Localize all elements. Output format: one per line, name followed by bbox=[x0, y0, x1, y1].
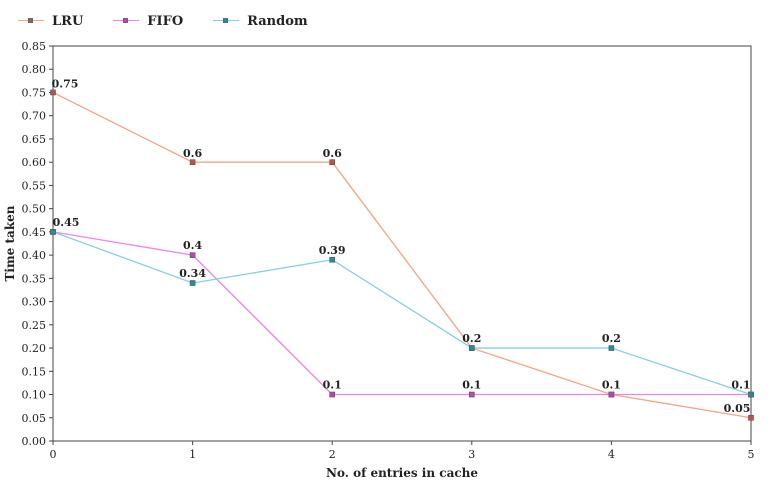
data-point-random bbox=[748, 391, 754, 398]
legend-item-fifo: FIFO bbox=[113, 14, 183, 29]
data-label-lru: 0.05 bbox=[724, 402, 751, 415]
data-label-fifo: 0.1 bbox=[602, 379, 621, 392]
x-tick-label: 3 bbox=[468, 448, 475, 461]
y-tick-label: 0.10 bbox=[22, 389, 47, 402]
data-point-lru bbox=[189, 159, 196, 165]
data-label-fifo: 0.1 bbox=[323, 379, 342, 392]
data-point-lru bbox=[748, 414, 754, 421]
data-point-fifo bbox=[189, 252, 196, 258]
plot-frame bbox=[52, 45, 752, 442]
x-axis-title: No. of entries in cache bbox=[326, 466, 478, 480]
data-point-random bbox=[189, 280, 196, 286]
legend-swatch bbox=[213, 16, 240, 26]
y-tick-label: 0.00 bbox=[22, 435, 47, 448]
series-line-lru bbox=[52, 91, 752, 419]
y-tick-label: 0.25 bbox=[22, 319, 47, 332]
x-tick-label: 1 bbox=[189, 448, 196, 461]
data-label-fifo: 0.1 bbox=[731, 379, 750, 392]
data-label-random: 0.45 bbox=[53, 216, 80, 229]
data-label-random: 0.34 bbox=[179, 267, 206, 280]
legend: LRU FIFO Random bbox=[18, 11, 338, 31]
data-label-lru: 0.6 bbox=[183, 147, 202, 160]
data-point-random bbox=[468, 345, 475, 351]
y-tick-label: 0.50 bbox=[22, 203, 47, 216]
y-tick-label: 0.75 bbox=[22, 86, 47, 99]
legend-label: FIFO bbox=[147, 13, 184, 29]
x-tick-label: 0 bbox=[50, 448, 57, 461]
data-point-fifo bbox=[608, 391, 615, 398]
y-tick-label: 0.55 bbox=[22, 179, 47, 192]
y-tick-label: 0.65 bbox=[22, 133, 47, 146]
x-tick-label: 5 bbox=[748, 448, 755, 461]
data-point-fifo bbox=[329, 391, 336, 398]
data-point-random bbox=[50, 229, 56, 235]
y-tick-label: 0.40 bbox=[22, 249, 47, 262]
y-tick-label: 0.80 bbox=[22, 63, 47, 76]
y-tick-label: 0.45 bbox=[22, 226, 47, 239]
data-point-fifo bbox=[468, 391, 475, 398]
y-tick-label: 0.60 bbox=[22, 156, 47, 169]
data-label-lru: 0.6 bbox=[323, 147, 342, 160]
x-tick-label: 4 bbox=[608, 448, 615, 461]
data-point-random bbox=[608, 345, 615, 351]
legend-item-random: Random bbox=[213, 14, 308, 29]
legend-swatch bbox=[113, 16, 140, 26]
data-point-lru bbox=[50, 89, 56, 96]
series-line-fifo bbox=[52, 231, 751, 396]
legend-item-lru: LRU bbox=[18, 14, 83, 29]
x-tick-label: 2 bbox=[329, 448, 336, 461]
y-axis-title: Time taken bbox=[3, 205, 17, 281]
y-tick-label: 0.85 bbox=[22, 40, 47, 53]
data-label-fifo: 0.1 bbox=[462, 379, 481, 392]
legend-label: Random bbox=[247, 13, 308, 29]
data-label-fifo: 0.4 bbox=[183, 239, 202, 252]
data-label-lru: 0.75 bbox=[52, 77, 79, 90]
y-tick-label: 0.05 bbox=[22, 412, 47, 425]
y-tick-label: 0.70 bbox=[22, 110, 47, 123]
series-line-random bbox=[52, 231, 752, 396]
y-tick-label: 0.30 bbox=[22, 296, 47, 309]
legend-swatch bbox=[18, 16, 44, 26]
data-point-random bbox=[329, 256, 336, 263]
y-tick-label: 0.20 bbox=[22, 342, 47, 355]
y-tick-label: 0.35 bbox=[22, 272, 47, 285]
data-point-lru bbox=[329, 159, 336, 165]
data-label-random: 0.39 bbox=[319, 244, 346, 257]
data-label-random: 0.2 bbox=[462, 332, 481, 345]
y-tick-label: 0.15 bbox=[22, 365, 47, 378]
legend-label: LRU bbox=[52, 13, 84, 29]
data-label-random: 0.2 bbox=[602, 332, 621, 345]
